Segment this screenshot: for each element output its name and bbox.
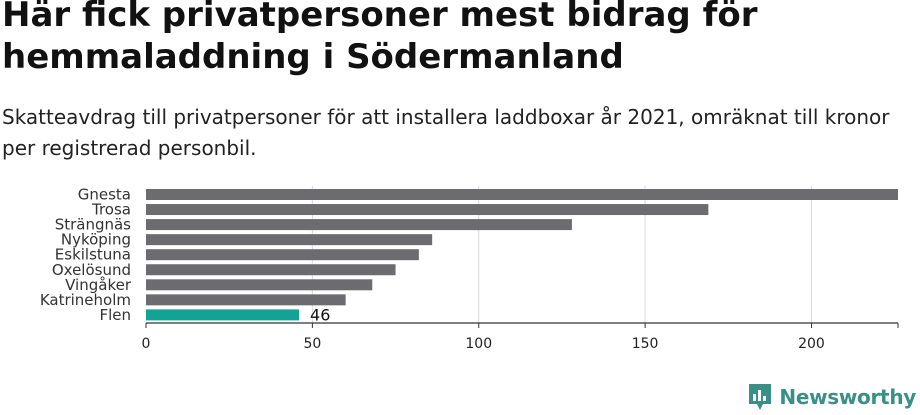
chart-subtitle: Skatteavdrag till privatpersoner för att… bbox=[2, 105, 890, 160]
bar bbox=[146, 294, 346, 306]
newsworthy-logo-icon bbox=[749, 384, 772, 410]
category-label: Katrineholm bbox=[40, 291, 131, 309]
bar-highlight bbox=[146, 309, 300, 321]
category-label: Oxelösund bbox=[52, 261, 131, 279]
bar bbox=[146, 219, 572, 231]
newsworthy-brand: Newsworthy bbox=[747, 381, 916, 413]
x-tick-label: 50 bbox=[303, 336, 321, 352]
category-label: Gnesta bbox=[78, 186, 131, 204]
x-tick-label: 150 bbox=[632, 336, 659, 352]
category-label: Nyköping bbox=[61, 231, 131, 249]
bar-chart: GnestaTrosaSträngnäsNyköpingEskilstunaOx… bbox=[40, 186, 899, 352]
bar bbox=[146, 204, 709, 216]
bar bbox=[146, 249, 419, 261]
bar bbox=[146, 234, 433, 246]
category-label: Trosa bbox=[91, 201, 131, 219]
x-tick-label: 0 bbox=[142, 336, 151, 352]
chart-title: Här fick privatpersoner mest bidrag för … bbox=[2, 0, 758, 77]
bar bbox=[146, 189, 898, 200]
category-label: Vingåker bbox=[65, 276, 132, 294]
category-label: Strängnäs bbox=[55, 216, 131, 234]
brand-name: Newsworthy bbox=[779, 385, 916, 409]
category-label: Flen bbox=[99, 306, 131, 324]
bar bbox=[146, 264, 396, 276]
bar bbox=[146, 279, 373, 291]
category-label: Eskilstuna bbox=[55, 246, 131, 264]
data-label: 46 bbox=[310, 305, 330, 324]
x-tick-label: 100 bbox=[465, 336, 492, 352]
x-tick-label: 200 bbox=[798, 336, 825, 352]
